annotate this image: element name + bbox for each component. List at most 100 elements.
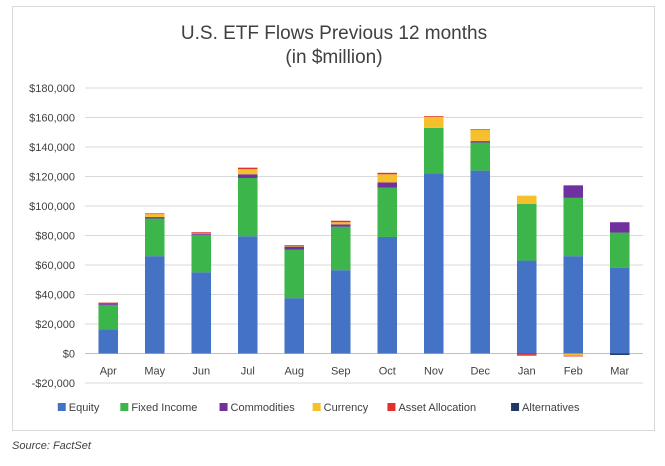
bar-segment-commodities (377, 182, 398, 188)
bar-segment-asset-allocation (237, 167, 258, 170)
bar-segment-equity (330, 270, 351, 354)
legend-label: Fixed Income (131, 402, 197, 414)
bar-segment-alternatives (609, 353, 630, 355)
x-tick-label: Nov (424, 366, 444, 378)
bar-segment-fixed-income (237, 177, 258, 237)
y-tick-label: $0 (63, 349, 75, 361)
bar-segment-commodities (144, 217, 165, 219)
x-tick-label: Jan (518, 366, 536, 378)
y-tick-label: $40,000 (35, 290, 75, 302)
bar-segment-asset-allocation (191, 232, 212, 233)
x-tick-label: Jun (192, 366, 210, 378)
bar-segment-fixed-income (284, 249, 305, 299)
bar-segment-fixed-income (470, 142, 491, 171)
bar-segment-fixed-income (144, 218, 165, 257)
bar-segment-fixed-income (516, 203, 537, 261)
bar-segment-equity (377, 236, 398, 354)
legend-swatch (120, 403, 129, 411)
legend-swatch (511, 403, 520, 411)
bar-segment-equity (563, 256, 584, 354)
legend-label: Alternatives (522, 402, 580, 414)
bar-segment-fixed-income (330, 226, 351, 271)
x-tick-label: May (144, 366, 165, 378)
x-tick-label: Jul (241, 366, 255, 378)
bar-segment-commodities (191, 233, 212, 235)
legend-item: Asset Allocation (387, 402, 476, 414)
y-tick-label: $60,000 (35, 260, 75, 272)
x-tick-label: Oct (379, 366, 396, 378)
bar-segment-currency (191, 232, 212, 234)
source-note: Source: FactSet (12, 440, 91, 452)
bar-segment-commodities (98, 303, 119, 305)
bar-segment-currency (377, 174, 398, 183)
bar-segment-commodities (563, 185, 584, 198)
bar-segment-asset-allocation (516, 354, 537, 356)
legend-item: Equity (57, 402, 100, 414)
legend-swatch (387, 403, 396, 411)
y-tick-label: $140,000 (29, 142, 75, 154)
x-axis-ticks: Apr May Jun Jul Aug Sep Oct Nov Dec Jan Feb Mar (100, 366, 630, 378)
y-axis-ticks: -$20,000 $0 $20,000 $40,000 $60,000 $80,000 $1… (29, 83, 75, 390)
x-tick-label: Apr (100, 366, 117, 378)
x-tick-label: Dec (470, 366, 490, 378)
legend-item: Fixed Income (120, 402, 197, 414)
y-tick-label: $20,000 (35, 319, 75, 331)
y-tick-label: $100,000 (29, 201, 75, 213)
x-tick-label: Sep (331, 366, 351, 378)
bar-segment-asset-allocation (144, 213, 165, 215)
bar-segment-asset-allocation (330, 220, 351, 223)
x-tick-label: Aug (284, 366, 304, 378)
legend-item: Alternatives (511, 402, 580, 414)
bar-segment-currency (237, 169, 258, 175)
bar-segment-equity (516, 260, 537, 354)
legend-label: Currency (324, 402, 369, 414)
bar-segment-asset-allocation (98, 302, 119, 304)
bar-segment-currency (423, 116, 444, 128)
bar-segment-equity (191, 272, 212, 354)
chart-subtitle: (in $million) (285, 47, 382, 68)
bar-segment-fixed-income (563, 197, 584, 257)
bar-segment-asset-allocation (423, 116, 444, 117)
y-tick-label: $80,000 (35, 231, 75, 243)
bar-segment-commodities (609, 222, 630, 233)
legend-item: Commodities (219, 402, 296, 414)
chart-title: U.S. ETF Flows Previous 12 months (181, 23, 487, 44)
bar-segment-currency (144, 214, 165, 218)
bar-segment-currency (470, 130, 491, 142)
bar-segment-equity (144, 256, 165, 354)
bar-segment-currency (284, 245, 305, 247)
y-tick-label: -$20,000 (32, 378, 75, 390)
bar-segment-commodities (470, 141, 491, 143)
bar-segment-fixed-income (377, 187, 398, 237)
bar-segment-asset-allocation (377, 172, 398, 175)
bars (98, 116, 630, 357)
bar-segment-equity (470, 170, 491, 354)
bar-segment-fixed-income (98, 304, 119, 330)
bar-segment-equity (237, 236, 258, 354)
bar-segment-fixed-income (423, 127, 444, 174)
gridlines (85, 87, 643, 384)
bar-segment-commodities (516, 353, 537, 355)
bar-segment-equity (423, 173, 444, 354)
bar-segment-equity (609, 267, 630, 354)
bar-segment-asset-allocation (284, 245, 305, 246)
bar-segment-asset-allocation (470, 129, 491, 131)
bar-segment-asset-allocation (563, 355, 584, 357)
legend-swatch (312, 403, 321, 411)
bar-segment-fixed-income (191, 234, 212, 273)
bar-segment-commodities (330, 224, 351, 227)
bar-segment-fixed-income (609, 232, 630, 268)
legend-swatch (57, 403, 66, 411)
x-tick-label: Mar (610, 366, 629, 378)
bar-segment-currency (330, 222, 351, 225)
bar-segment-currency (516, 195, 537, 204)
x-tick-label: Feb (564, 366, 583, 378)
bar-segment-equity (284, 298, 305, 354)
y-tick-label: $120,000 (29, 172, 75, 184)
legend-label: Commodities (231, 402, 296, 414)
chart-frame: U.S. ETF Flows Previous 12 months (in $m… (12, 6, 655, 431)
bar-segment-commodities (284, 246, 305, 250)
legend-label: Equity (69, 402, 100, 414)
y-tick-label: $180,000 (29, 83, 75, 95)
bar-segment-commodities (237, 174, 258, 178)
